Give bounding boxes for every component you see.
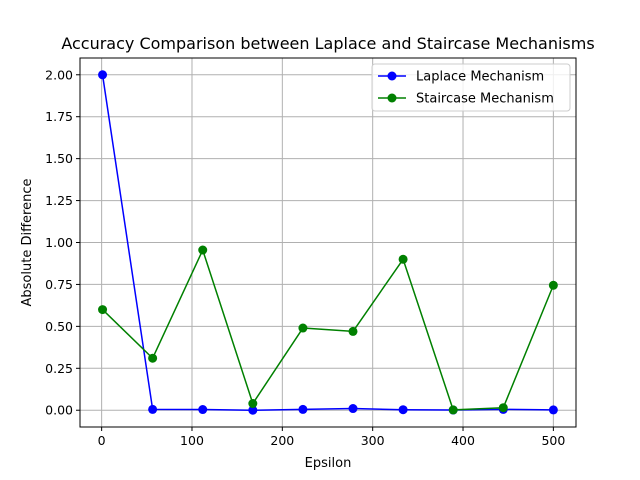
data-point-staircase-mechanism xyxy=(498,403,508,413)
y-tick-label: 2.00 xyxy=(45,67,73,82)
y-tick-label: 1.25 xyxy=(45,193,73,208)
y-tick-label: 1.75 xyxy=(45,109,73,124)
data-point-staircase-mechanism xyxy=(98,305,108,315)
data-point-staircase-mechanism xyxy=(548,280,558,290)
x-axis-label: Epsilon xyxy=(305,456,352,471)
data-point-laplace-mechanism xyxy=(98,70,108,80)
data-point-staircase-mechanism xyxy=(248,399,258,409)
y-tick-label: 1.00 xyxy=(45,235,73,250)
data-point-laplace-mechanism xyxy=(198,405,208,415)
legend-marker-laplace xyxy=(387,71,397,81)
x-tick-label: 0 xyxy=(98,433,106,448)
y-tick-label: 0.50 xyxy=(45,319,73,334)
series-line-laplace-mechanism xyxy=(101,74,554,411)
data-point-laplace-mechanism xyxy=(248,405,258,415)
x-tick-label: 400 xyxy=(451,433,475,448)
data-point-laplace-mechanism xyxy=(148,404,158,414)
axis-ticks: 0 100 200 300 400 500 0.00 0.25 0.50 0.75 1.00 1.25… xyxy=(45,67,565,448)
y-tick-label: 0.75 xyxy=(45,277,73,292)
legend-label-staircase: Staircase Mechanism xyxy=(416,92,554,107)
series-layer xyxy=(98,70,558,415)
data-point-staircase-mechanism xyxy=(348,326,358,336)
data-point-staircase-mechanism xyxy=(148,353,158,363)
y-axis-label: Absolute Difference xyxy=(20,179,35,307)
data-point-staircase-mechanism xyxy=(298,323,308,333)
data-point-laplace-mechanism xyxy=(348,404,358,414)
data-point-laplace-mechanism xyxy=(398,405,408,415)
data-point-laplace-mechanism xyxy=(548,405,558,415)
x-tick-label: 200 xyxy=(270,433,294,448)
legend-frame xyxy=(371,63,571,112)
legend-marker-staircase xyxy=(387,93,397,103)
x-tick-label: 500 xyxy=(541,433,565,448)
y-tick-label: 1.50 xyxy=(45,151,73,166)
series-line-staircase-mechanism xyxy=(102,249,555,411)
y-tick-label: 0.25 xyxy=(45,361,73,376)
data-point-staircase-mechanism xyxy=(398,254,408,264)
legend-label-laplace: Laplace Mechanism xyxy=(416,70,544,85)
data-point-staircase-mechanism xyxy=(198,245,208,255)
chart-title: Accuracy Comparison between Laplace and … xyxy=(61,34,594,53)
data-point-laplace-mechanism xyxy=(298,404,308,414)
data-point-staircase-mechanism xyxy=(448,405,458,415)
x-tick-label: 100 xyxy=(180,433,204,448)
x-tick-label: 300 xyxy=(361,433,385,448)
y-tick-label: 0.00 xyxy=(45,403,73,418)
legend: Laplace Mechanism Staircase Mechanism xyxy=(371,63,571,112)
